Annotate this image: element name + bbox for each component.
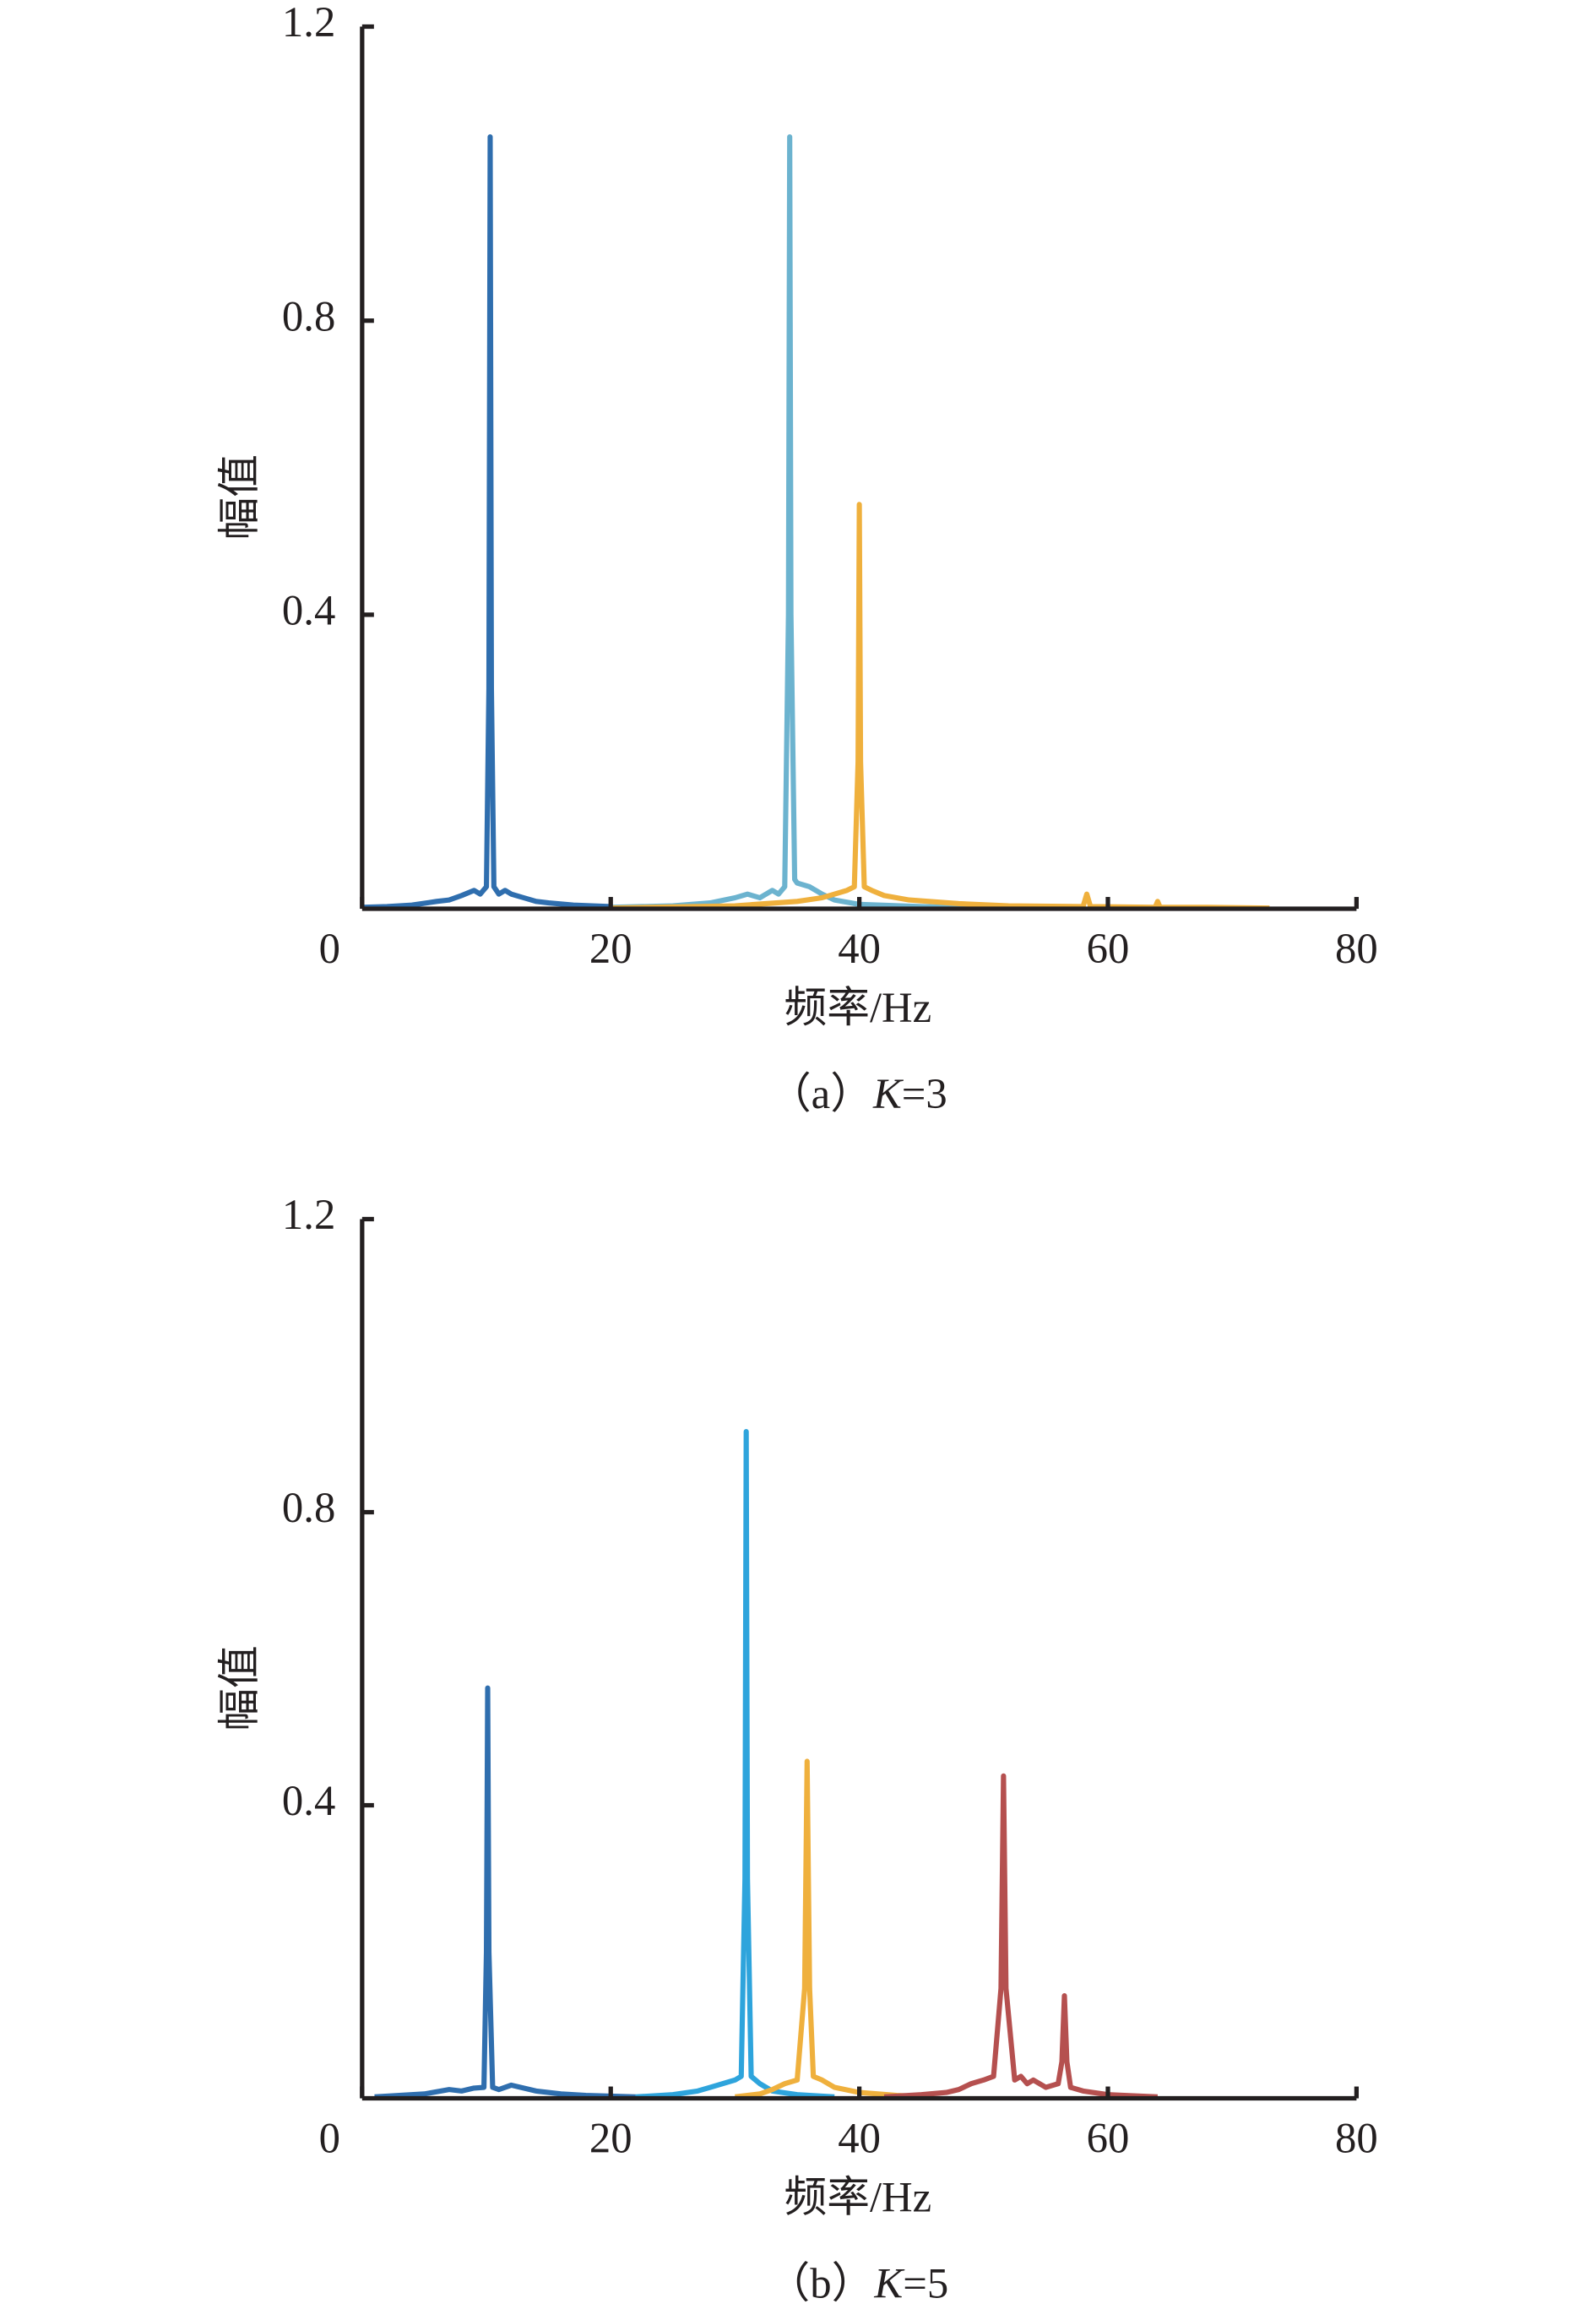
y-tick-label: 0.8 [282,1484,335,1531]
x-tick-label: 40 [838,2115,881,2162]
spectrum-line [374,1685,636,2100]
x-tick-label: 80 [1335,2115,1378,2162]
y-tick-label: 0.4 [282,587,335,634]
caption-part: K [872,1070,904,1117]
x-tick-label: 0 [319,925,340,972]
spectrum-line [611,133,984,911]
caption-part: =5 [903,2259,948,2306]
y-tick-label: 1.2 [282,1191,335,1238]
y-axis-label: 幅值 [216,1645,263,1730]
caption-part: （a） [768,1070,873,1117]
x-axis-label: 频率/Hz [784,984,931,1031]
spectrum-line [361,133,611,910]
x-tick-label: 40 [838,925,881,972]
spectrum-line [883,1773,1159,2100]
x-tick-label: 0 [319,2115,340,2162]
y-axis-label: 幅值 [216,454,263,540]
spectrum-line [735,1758,935,2100]
y-tick-label: 0.8 [282,292,335,340]
y-tick-label: 1.2 [282,0,335,46]
y-tick-label: 0.4 [282,1777,335,1824]
x-tick-label: 20 [589,925,632,972]
spectrum-line [611,502,1270,911]
x-axis-label: 频率/Hz [784,2174,931,2221]
caption-part: （b） [768,2259,875,2306]
caption-part: =3 [902,1070,947,1117]
x-tick-label: 20 [589,2115,632,2162]
x-tick-label: 60 [1087,925,1130,972]
x-tick-label: 60 [1087,2115,1130,2162]
caption: （b）K=5 [768,2259,949,2306]
caption-part: K [873,2259,905,2306]
x-tick-label: 80 [1335,925,1378,972]
caption: （a）K=3 [768,1070,947,1117]
